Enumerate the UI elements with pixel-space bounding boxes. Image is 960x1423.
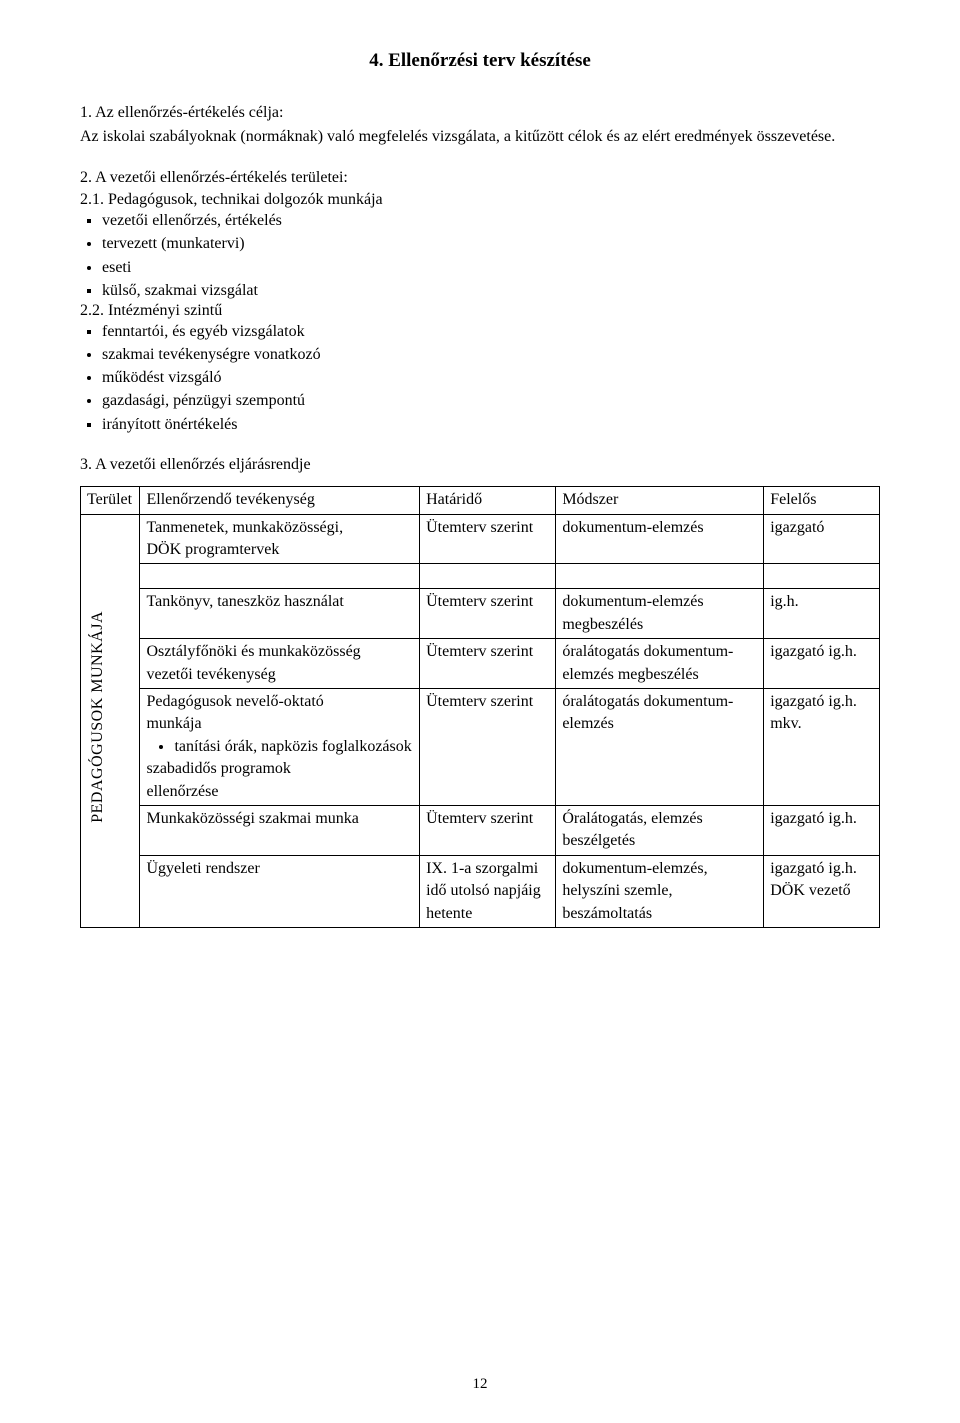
sec2-item22-s1-sub: szakmai tevékenységre vonatkozó működést… xyxy=(80,343,880,413)
method-cell: óralátogatás dokumentum-elemzés megbeszé… xyxy=(556,639,764,689)
table-row: Osztályfőnöki és munkaközösség vezetői t… xyxy=(81,639,880,689)
activity-line: ellenőrzése xyxy=(146,783,218,800)
activity-bullets: tanítási órák, napközis foglalkozások xyxy=(146,736,413,758)
procedure-table: Terület Ellenőrzendő tevékenység Határid… xyxy=(80,486,880,928)
page-number: 12 xyxy=(0,1376,960,1393)
activity-cell: Ügyeleti rendszer xyxy=(140,855,420,927)
spacer-cell xyxy=(556,564,764,589)
activity-line: szabadidős programok xyxy=(146,760,290,777)
activity-line: DÖK programtervek xyxy=(146,541,279,558)
col-terulet: Terület xyxy=(81,487,140,514)
table-row: Ügyeleti rendszer IX. 1-a szorgalmi idő … xyxy=(81,855,880,927)
activity-cell: Tanmenetek, munkaközösségi, DÖK programt… xyxy=(140,514,420,564)
method-cell: dokumentum-elemzés megbeszélés xyxy=(556,589,764,639)
sec1-text: Az iskolai szabályoknak (normáknak) való… xyxy=(80,126,880,148)
sec2-item21-list: vezetői ellenőrzés, értékelés xyxy=(80,209,880,232)
deadline-cell: IX. 1-a szorgalmi idő utolsó napjáig het… xyxy=(420,855,556,927)
method-cell: Óralátogatás, elemzés beszélgetés xyxy=(556,805,764,855)
activity-cell: Munkaközösségi szakmai munka xyxy=(140,805,420,855)
method-cell: dokumentum-elemzés, helyszíni szemle, be… xyxy=(556,855,764,927)
activity-cell: Osztályfőnöki és munkaközösség vezetői t… xyxy=(140,639,420,689)
spacer-cell xyxy=(764,564,880,589)
responsible-cell: igazgató ig.h. mkv. xyxy=(764,688,880,805)
activity-line: vezetői tevékenység xyxy=(146,666,275,683)
sec2-item22-s1: fenntartói, és egyéb vizsgálatok xyxy=(102,320,880,343)
page: 4. Ellenőrzési terv készítése 1. Az elle… xyxy=(0,0,960,1423)
sec2-item22: 2.2. Intézményi szintű xyxy=(80,302,880,320)
sec2-item22-s2: irányított önértékelés xyxy=(102,413,880,436)
method-cell: dokumentum-elemzés xyxy=(556,514,764,564)
col-activity: Ellenőrzendő tevékenység xyxy=(140,487,420,514)
deadline-cell: Ütemterv szerint xyxy=(420,514,556,564)
col-method: Módszer xyxy=(556,487,764,514)
responsible-aell: igazgató ig.h. DÖK vezető xyxy=(764,855,880,927)
deadline-cell: Ütemterv szerint xyxy=(420,688,556,805)
deadline-cell: Ütemterv szerint xyxy=(420,639,556,689)
table-row: PEDAGÓGUSOK MUNKÁJA Tanmenetek, munkaköz… xyxy=(81,514,880,564)
sec2-heading: 2. A vezetői ellenőrzés-értékelés terüle… xyxy=(80,167,880,189)
section-title: 4. Ellenőrzési terv készítése xyxy=(80,50,880,72)
sec2-item21-s2: külső, szakmai vizsgálat xyxy=(102,279,880,302)
spacer-cell xyxy=(420,564,556,589)
sec2-item22-s1-a: szakmai tevékenységre vonatkozó xyxy=(102,343,880,366)
spacer-cell xyxy=(140,564,420,589)
sec2-item21-s1-a: tervezett (munkatervi) xyxy=(102,232,880,255)
col-deadline: Határidő xyxy=(420,487,556,514)
sec2-item21-list2: külső, szakmai vizsgálat xyxy=(80,279,880,302)
sec2-item22-list2: irányított önértékelés xyxy=(80,413,880,436)
responsible-cell: igazgató ig.h. xyxy=(764,639,880,689)
table-row: Munkaközösségi szakmai munka Ütemterv sz… xyxy=(81,805,880,855)
sec2-item21: 2.1. Pedagógusok, technikai dolgozók mun… xyxy=(80,191,880,209)
activity-line: Tanmenetek, munkaközösségi, xyxy=(146,519,343,536)
deadline-cell: Ütemterv szerint xyxy=(420,805,556,855)
activity-bullet: tanítási órák, napközis foglalkozások xyxy=(174,736,413,758)
table-row xyxy=(81,564,880,589)
sec2-item21-s1-b: eseti xyxy=(102,256,880,279)
method-cell: óralátogatás dokumentum-elemzés xyxy=(556,688,764,805)
activity-line: munkája xyxy=(146,715,201,732)
sec2-item21-s1-sub: tervezett (munkatervi) eseti xyxy=(80,232,880,278)
activity-line: Pedagógusok nevelő-oktató xyxy=(146,693,323,710)
table-row: Pedagógusok nevelő-oktató munkája tanítá… xyxy=(81,688,880,805)
activity-line: Osztályfőnöki és munkaközösség xyxy=(146,643,360,660)
sec3-heading: 3. A vezetői ellenőrzés eljárásrendje xyxy=(80,454,880,476)
table-header-row: Terület Ellenőrzendő tevékenység Határid… xyxy=(81,487,880,514)
sec2-item22-s1-b: működést vizsgáló xyxy=(102,366,880,389)
sec1-heading: 1. Az ellenőrzés-értékelés célja: xyxy=(80,102,880,124)
sec2-item22-list: fenntartói, és egyéb vizsgálatok xyxy=(80,320,880,343)
sec2-item22-s1-c: gazdasági, pénzügyi szempontú xyxy=(102,389,880,412)
sec2-item21-s1: vezetői ellenőrzés, értékelés xyxy=(102,209,880,232)
activity-cell: Pedagógusok nevelő-oktató munkája tanítá… xyxy=(140,688,420,805)
activity-cell: Tankönyv, taneszköz használat xyxy=(140,589,420,639)
vertical-area-cell: PEDAGÓGUSOK MUNKÁJA xyxy=(81,514,140,927)
responsible-cell: ig.h. xyxy=(764,589,880,639)
vertical-area-label: PEDAGÓGUSOK MUNKÁJA xyxy=(87,611,109,823)
table-row: Tankönyv, taneszköz használat Ütemterv s… xyxy=(81,589,880,639)
col-responsible: Felelős xyxy=(764,487,880,514)
responsible-cell: igazgató ig.h. xyxy=(764,805,880,855)
deadline-cell: Ütemterv szerint xyxy=(420,589,556,639)
responsible-cell: igazgató xyxy=(764,514,880,564)
